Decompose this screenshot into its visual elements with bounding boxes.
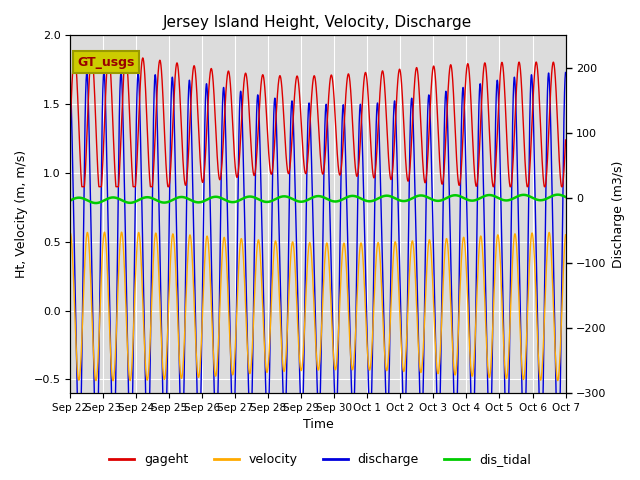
discharge (474, 169, 481, 175)
velocity (364, 349, 371, 355)
discharge (562, 70, 570, 75)
dis_tidal (554, 192, 562, 197)
gageht (67, 122, 74, 128)
Line: gageht: gageht (70, 55, 566, 187)
discharge (364, 347, 371, 353)
dis_tidal (92, 200, 100, 206)
gageht (256, 100, 264, 106)
discharge (436, 399, 444, 405)
dis_tidal (67, 198, 74, 204)
discharge (157, 277, 164, 283)
gageht (436, 163, 444, 169)
gageht (474, 176, 481, 182)
X-axis label: Time: Time (303, 419, 333, 432)
velocity (157, 313, 164, 319)
velocity (436, 353, 444, 359)
dis_tidal (388, 194, 396, 200)
Text: GT_usgs: GT_usgs (77, 56, 135, 69)
gageht (388, 168, 396, 174)
dis_tidal (256, 197, 264, 203)
velocity (109, 378, 117, 384)
gageht (78, 184, 86, 190)
Line: velocity: velocity (70, 232, 566, 381)
velocity (256, 244, 264, 250)
discharge (109, 447, 117, 453)
dis_tidal (364, 198, 371, 204)
gageht (157, 59, 164, 64)
Line: discharge: discharge (70, 72, 566, 450)
Y-axis label: Ht, Velocity (m, m/s): Ht, Velocity (m, m/s) (15, 150, 28, 278)
discharge (117, 69, 125, 75)
discharge (256, 132, 264, 138)
Y-axis label: Discharge (m3/s): Discharge (m3/s) (612, 160, 625, 268)
Legend: gageht, velocity, discharge, dis_tidal: gageht, velocity, discharge, dis_tidal (104, 448, 536, 471)
Line: dis_tidal: dis_tidal (70, 194, 566, 203)
gageht (88, 52, 95, 58)
gageht (562, 137, 570, 143)
discharge (388, 153, 396, 159)
gageht (364, 84, 371, 89)
dis_tidal (436, 198, 444, 204)
dis_tidal (157, 199, 164, 205)
velocity (562, 232, 570, 238)
Title: Jersey Island Height, Velocity, Discharge: Jersey Island Height, Velocity, Discharg… (163, 15, 472, 30)
discharge (67, 76, 74, 82)
dis_tidal (474, 196, 481, 202)
dis_tidal (562, 194, 570, 200)
velocity (474, 274, 481, 280)
velocity (388, 268, 396, 274)
velocity (100, 229, 108, 235)
velocity (67, 230, 74, 236)
